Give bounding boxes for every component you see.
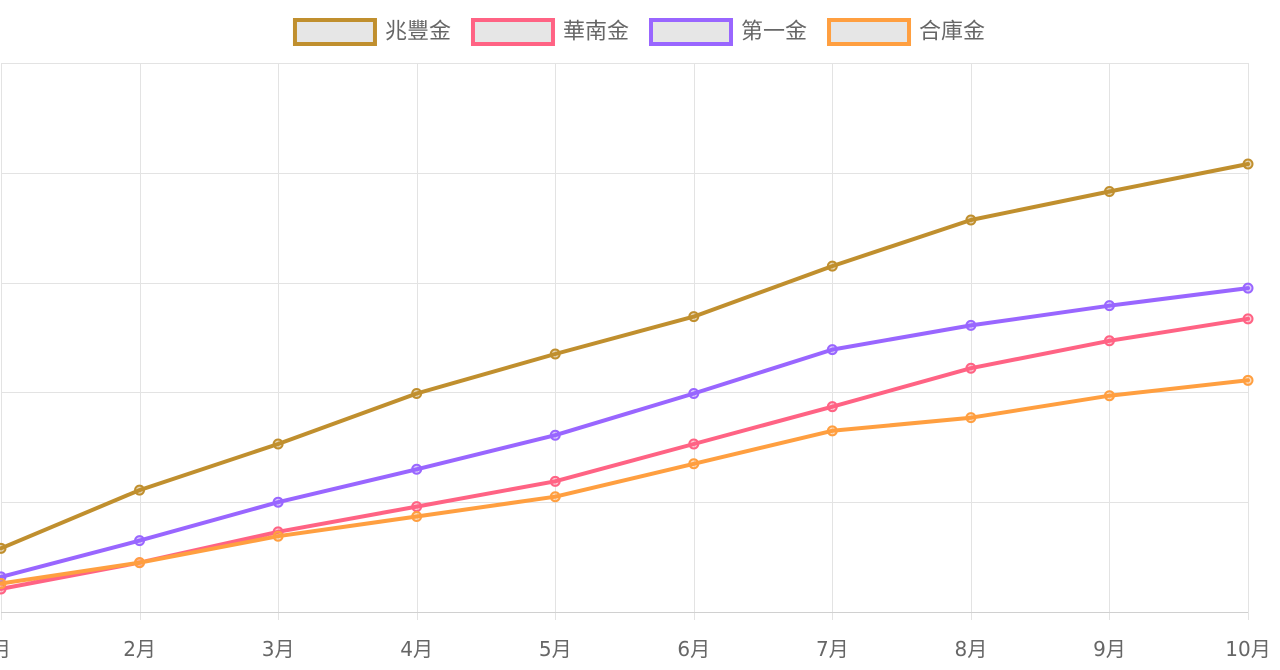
data-point[interactable]: [826, 401, 838, 413]
series-line: [0, 316, 1250, 591]
legend-label: 華南金: [563, 20, 629, 45]
series-line: [0, 162, 1250, 551]
data-point[interactable]: [272, 530, 284, 542]
x-tick-label: 2月: [123, 637, 156, 661]
series-3: [0, 374, 1254, 589]
data-point[interactable]: [1242, 158, 1254, 170]
x-tick-label: 7月: [816, 637, 849, 661]
legend-swatch: [827, 18, 912, 46]
data-point[interactable]: [411, 510, 423, 522]
legend-swatch: [649, 18, 733, 46]
data-point[interactable]: [688, 438, 700, 450]
data-point[interactable]: [134, 557, 146, 569]
data-point[interactable]: [826, 344, 838, 356]
legend-item-3[interactable]: 合庫金: [827, 18, 985, 46]
legend-label: 第一金: [741, 20, 807, 45]
series-line: [0, 286, 1250, 579]
legend: 兆豐金 華南金 第一金 合庫金: [292, 18, 985, 46]
data-point[interactable]: [965, 319, 977, 331]
data-point[interactable]: [1103, 185, 1115, 197]
data-point[interactable]: [549, 491, 561, 503]
data-point[interactable]: [965, 362, 977, 374]
data-point[interactable]: [549, 475, 561, 487]
data-point[interactable]: [549, 429, 561, 441]
legend-swatch: [292, 18, 377, 46]
data-point[interactable]: [272, 438, 284, 450]
data-point[interactable]: [1242, 282, 1254, 294]
data-point[interactable]: [411, 501, 423, 513]
data-point[interactable]: [134, 484, 146, 496]
legend-item-1[interactable]: 華南金: [470, 18, 629, 46]
data-point[interactable]: [0, 542, 7, 554]
series-line: [0, 378, 1250, 586]
legend-swatch: [470, 18, 555, 46]
x-tick-label: 9月: [1093, 637, 1126, 661]
x-tick-label: 月: [0, 637, 11, 661]
legend-label: 兆豐金: [385, 20, 451, 45]
x-tick-label: 3月: [262, 637, 295, 661]
data-point[interactable]: [1242, 313, 1254, 325]
grid: [1, 63, 1249, 620]
x-tick-label: 10月: [1225, 637, 1270, 661]
data-point[interactable]: [965, 214, 977, 226]
series-2: [0, 282, 1254, 583]
data-point[interactable]: [1242, 374, 1254, 386]
data-point[interactable]: [826, 425, 838, 437]
data-point[interactable]: [688, 387, 700, 399]
data-point[interactable]: [1103, 300, 1115, 312]
series-lines: [0, 158, 1254, 595]
data-point[interactable]: [0, 577, 7, 589]
x-tick-label: 4月: [400, 637, 433, 661]
series-0: [0, 158, 1254, 554]
data-point[interactable]: [688, 458, 700, 470]
data-point[interactable]: [411, 387, 423, 399]
x-tick-label: 8月: [955, 637, 988, 661]
legend-item-2[interactable]: 第一金: [649, 18, 807, 46]
data-point[interactable]: [1103, 335, 1115, 347]
data-point[interactable]: [826, 260, 838, 272]
data-point[interactable]: [688, 311, 700, 323]
data-point[interactable]: [1103, 390, 1115, 402]
data-point[interactable]: [134, 535, 146, 547]
legend-label: 合庫金: [919, 20, 985, 45]
data-point[interactable]: [411, 463, 423, 475]
x-tick-label: 6月: [677, 637, 710, 661]
data-point[interactable]: [965, 412, 977, 424]
x-axis: 月 2月 3月 4月 5月 6月 7月 8月 9月 10月: [0, 637, 1271, 661]
data-point[interactable]: [549, 348, 561, 360]
x-tick-label: 5月: [539, 637, 572, 661]
legend-item-0[interactable]: 兆豐金: [292, 18, 451, 46]
data-point[interactable]: [272, 496, 284, 508]
